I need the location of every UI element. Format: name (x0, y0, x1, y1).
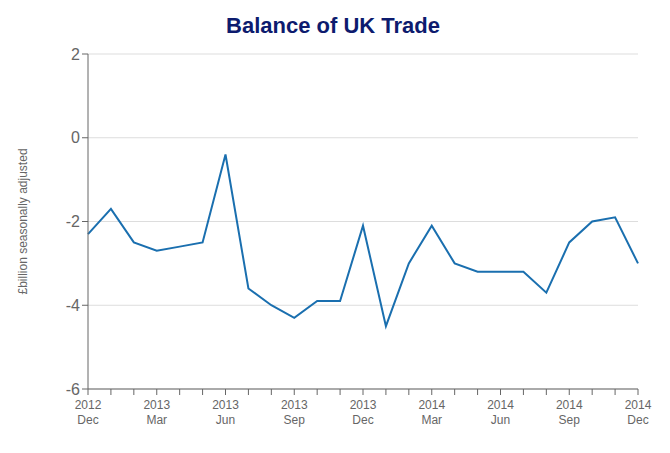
svg-text:£billion seasonally adjusted: £billion seasonally adjusted (16, 148, 30, 294)
svg-text:2: 2 (71, 46, 80, 63)
svg-text:2013Sep: 2013Sep (281, 398, 308, 427)
svg-text:2014Dec: 2014Dec (625, 398, 652, 427)
svg-text:2013Dec: 2013Dec (350, 398, 377, 427)
svg-text:2014Jun: 2014Jun (487, 398, 514, 427)
html-text:Balance of UK Trade: Balance of UK Trade (226, 13, 440, 38)
svg-text:2014Sep: 2014Sep (556, 398, 583, 427)
svg-text:2013Mar: 2013Mar (143, 398, 170, 427)
svg-text:0: 0 (71, 129, 80, 146)
svg-text:2013Jun: 2013Jun (212, 398, 239, 427)
svg-text:2014Mar: 2014Mar (418, 398, 445, 427)
svg-text:-2: -2 (66, 213, 80, 230)
svg-text:2012Dec: 2012Dec (75, 398, 102, 427)
svg-text:-4: -4 (66, 297, 80, 314)
svg-text:-6: -6 (66, 381, 80, 398)
